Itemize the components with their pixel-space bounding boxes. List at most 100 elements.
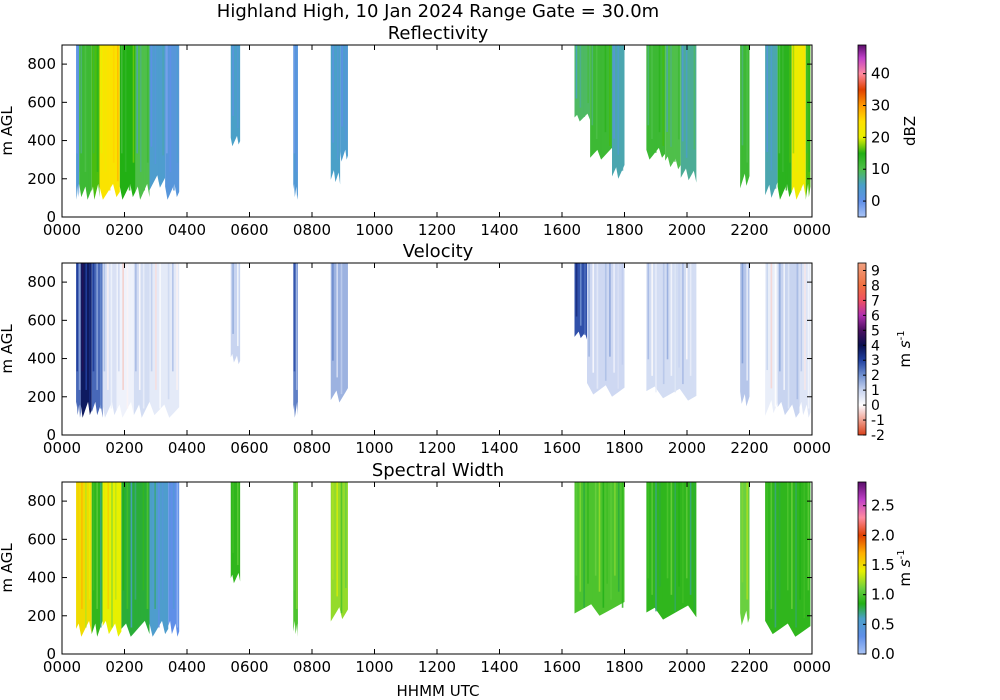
echo-streak xyxy=(596,263,599,389)
echo-streak xyxy=(766,45,769,153)
echo-streak xyxy=(659,263,661,368)
echo-streak xyxy=(150,482,153,591)
x-tick-label: 1000 xyxy=(355,658,393,676)
echo-streak xyxy=(76,263,79,372)
echo-streak xyxy=(789,45,791,163)
echo-streak xyxy=(617,45,620,155)
echo-streak xyxy=(782,482,785,619)
echo-streak xyxy=(746,45,748,163)
echo-streak xyxy=(103,263,106,372)
echo-streak xyxy=(807,482,810,591)
echo-streak xyxy=(799,45,802,191)
echo-streak xyxy=(118,482,121,619)
echo-streak xyxy=(647,263,650,360)
echo-streak xyxy=(236,482,239,566)
y-tick-label: 600 xyxy=(27,93,56,111)
echo-streak xyxy=(806,45,808,154)
echo-streak xyxy=(662,45,665,146)
echo-cell xyxy=(777,45,792,200)
echo-streak xyxy=(613,45,615,139)
echo-streak xyxy=(340,482,343,614)
x-tick-label: 1800 xyxy=(605,658,643,676)
echo-streak xyxy=(163,263,166,381)
echo-streak xyxy=(136,45,138,154)
colorbar-tick-label: 10 xyxy=(871,160,890,178)
echo-cell xyxy=(230,45,241,147)
echo-streak xyxy=(791,482,793,609)
colorbar-tick-label: -2 xyxy=(871,428,885,444)
echo-streak xyxy=(122,263,124,390)
echo-streak xyxy=(803,45,805,163)
echo-streak xyxy=(658,45,661,133)
echo-streak xyxy=(799,482,801,600)
echo-cell xyxy=(665,45,681,170)
echo-streak xyxy=(134,482,137,600)
echo-streak xyxy=(647,45,650,126)
y-tick-label: 800 xyxy=(27,492,56,510)
x-tick-label: 1200 xyxy=(418,221,456,239)
colorbar-tick-label: 20 xyxy=(871,128,890,146)
echo-streak xyxy=(591,482,593,600)
echo-streak xyxy=(161,482,164,600)
echo-streak xyxy=(232,45,234,116)
echo-streak xyxy=(579,263,582,326)
echo-cell xyxy=(133,263,150,418)
x-tick-label: 1600 xyxy=(543,439,581,457)
echo-cell xyxy=(791,45,806,200)
echo-streak xyxy=(800,263,803,372)
echo-streak xyxy=(232,263,234,334)
echo-cell xyxy=(330,263,348,403)
echo-streak xyxy=(770,45,773,171)
echo-streak xyxy=(670,263,673,376)
x-tick-label: 2000 xyxy=(668,439,706,457)
colorbar-tick-label: 0.5 xyxy=(871,615,895,633)
echo-streak xyxy=(598,482,601,592)
colorbar-tick-label: 7 xyxy=(871,293,880,309)
echo-streak xyxy=(613,263,615,373)
echo-streak xyxy=(332,45,334,143)
colorbar-label: dBZ xyxy=(901,116,919,146)
x-tick-label: 2200 xyxy=(730,221,768,239)
echo-streak xyxy=(689,482,692,595)
echo-marks xyxy=(76,482,811,637)
y-axis-label: m AGL xyxy=(0,324,16,374)
colorbar-tick-label: 1.5 xyxy=(871,556,895,574)
figure-title: Highland High, 10 Jan 2024 Range Gate = … xyxy=(217,1,659,22)
y-tick-label: 0 xyxy=(46,426,56,444)
echo-streak xyxy=(693,263,696,393)
echo-streak xyxy=(92,482,95,591)
echo-streak xyxy=(674,45,676,162)
echo-streak xyxy=(80,45,83,154)
x-tick-label: 0200 xyxy=(105,439,143,457)
echo-cell xyxy=(76,482,92,637)
x-tick-label: 1600 xyxy=(543,221,581,239)
x-tick-label: 0000 xyxy=(793,439,831,457)
echo-cell xyxy=(740,45,750,189)
echo-streak xyxy=(150,45,153,147)
echo-streak xyxy=(670,45,672,147)
echo-streak xyxy=(107,482,110,609)
colorbar-tick-label: 30 xyxy=(871,97,890,115)
echo-streak xyxy=(662,482,665,604)
colorbar-tick-label: 4 xyxy=(871,338,880,354)
echo-streak xyxy=(770,263,773,389)
x-tick-label: 1200 xyxy=(418,439,456,457)
echo-streak xyxy=(741,482,744,583)
echo-cell xyxy=(135,45,150,200)
echo-streak xyxy=(336,263,338,378)
echo-streak xyxy=(150,263,153,372)
colorbar xyxy=(857,481,867,655)
echo-streak xyxy=(142,263,145,409)
echo-streak xyxy=(176,263,178,390)
x-tick-label: 1400 xyxy=(480,221,518,239)
panel-title: Spectral Width xyxy=(372,460,504,481)
x-tick-label: 0800 xyxy=(293,439,331,457)
colorbar-tick-label: 9 xyxy=(871,263,880,279)
echo-streak xyxy=(786,482,789,591)
echo-streak xyxy=(741,45,744,146)
colorbar-label: m s-1 xyxy=(896,549,914,586)
x-tick-label: 0000 xyxy=(43,221,81,239)
